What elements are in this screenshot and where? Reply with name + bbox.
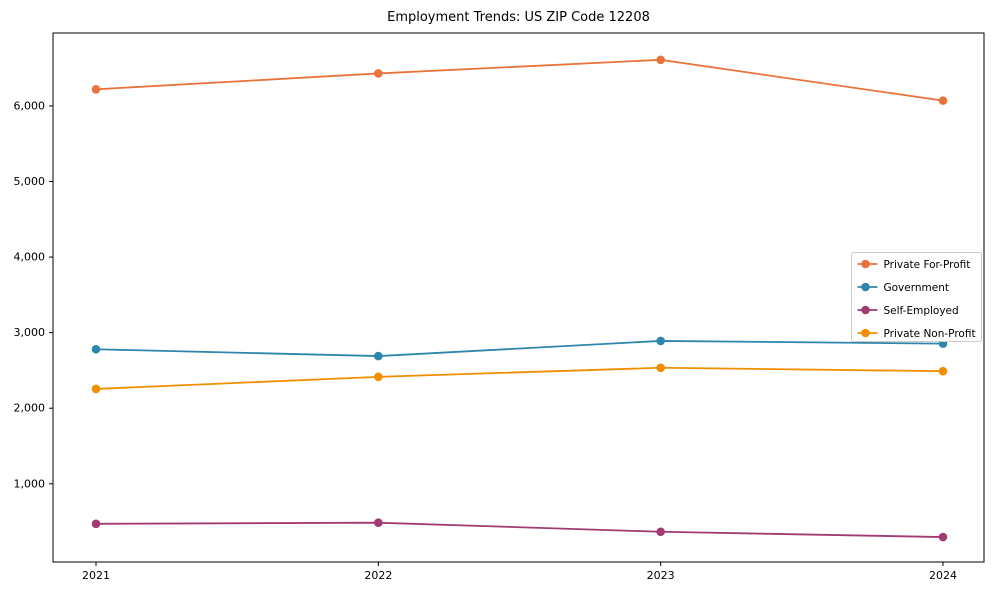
x-tick-label: 2021 [82, 569, 110, 582]
y-tick-label: 2,000 [14, 402, 46, 415]
series-self-employed [91, 518, 948, 542]
y-tick-label: 6,000 [14, 99, 46, 112]
y-tick-label: 3,000 [14, 326, 46, 339]
x-tick-label: 2023 [647, 569, 675, 582]
data-point-marker [938, 532, 948, 542]
data-point-marker [374, 518, 383, 528]
legend-label: Private Non-Profit [884, 328, 976, 340]
legend-label: Self-Employed [884, 305, 959, 317]
legend-entry: Private For-Profit [857, 259, 971, 271]
data-point-marker [656, 336, 665, 346]
plot-spines [52, 32, 985, 563]
data-point-marker [91, 85, 101, 94]
data-point-marker [374, 69, 383, 78]
series-private-for-profit [91, 55, 948, 105]
series-line [95, 366, 944, 390]
legend-box [851, 252, 982, 342]
x-tick-label: 2022 [364, 569, 392, 582]
chart-title: Employment Trends: US ZIP Code 12208 [387, 10, 650, 25]
data-point-marker [374, 351, 383, 361]
x-axis: 2021 2022 2023 2024 [82, 562, 957, 582]
legend-marker [861, 259, 870, 269]
data-point-marker [91, 519, 101, 529]
x-tick-label: 2024 [929, 569, 957, 582]
data-point-marker [938, 366, 948, 376]
data-point-marker [374, 372, 383, 382]
data-point-marker [91, 384, 101, 394]
data-point-marker [938, 96, 948, 105]
y-tick-label: 4,000 [14, 251, 46, 264]
y-tick-label: 1,000 [14, 477, 46, 490]
data-point-marker [656, 363, 665, 373]
y-axis: 1,000 2,000 3,000 4,000 5,000 6,000 [14, 99, 53, 490]
legend-label: Government [884, 282, 949, 294]
legend-label: Private For-Profit [884, 259, 971, 271]
series-line [95, 521, 944, 538]
legend-entry: Self-Employed [857, 305, 959, 317]
legend-entry: Private Non-Profit [857, 328, 976, 340]
data-point-marker [656, 55, 665, 65]
legend-entry: Government [857, 282, 949, 294]
series-government [91, 336, 948, 361]
series-line [95, 340, 944, 357]
data-point-marker [656, 527, 665, 537]
legend-marker [861, 328, 870, 338]
legend: Private For-Profit Government Self-Employe… [851, 252, 982, 342]
series-line [95, 58, 944, 102]
data-point-marker [91, 344, 101, 354]
series-private-non-profit [91, 363, 948, 394]
legend-marker [861, 305, 870, 315]
y-tick-label: 5,000 [14, 175, 46, 188]
legend-marker [861, 282, 870, 292]
